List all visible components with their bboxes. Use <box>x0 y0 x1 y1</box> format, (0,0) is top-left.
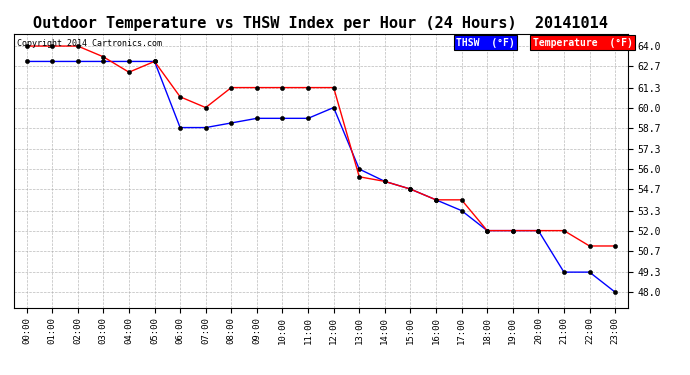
Text: Temperature  (°F): Temperature (°F) <box>533 38 633 48</box>
Title: Outdoor Temperature vs THSW Index per Hour (24 Hours)  20141014: Outdoor Temperature vs THSW Index per Ho… <box>33 16 609 31</box>
Text: THSW  (°F): THSW (°F) <box>456 38 515 48</box>
Text: Copyright 2014 Cartronics.com: Copyright 2014 Cartronics.com <box>17 39 162 48</box>
